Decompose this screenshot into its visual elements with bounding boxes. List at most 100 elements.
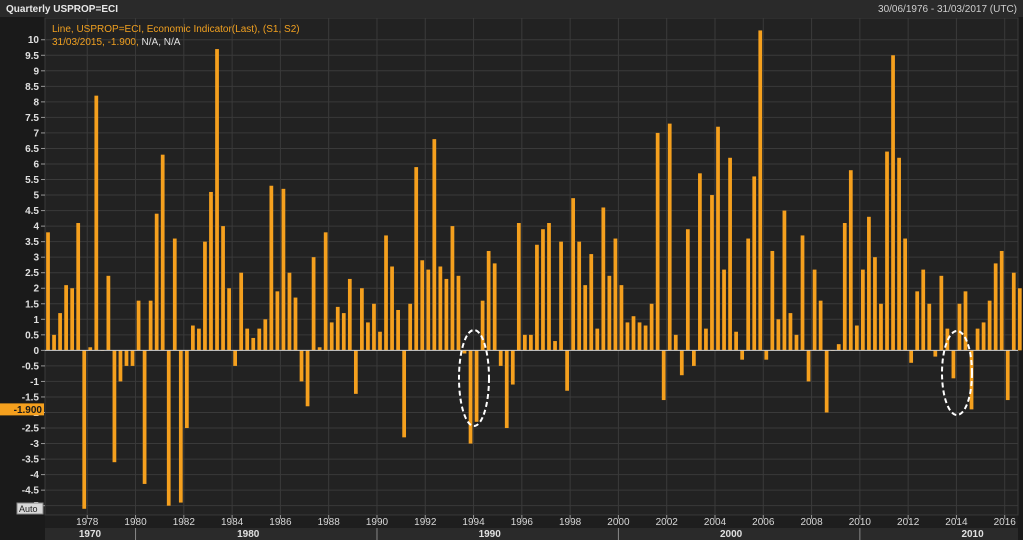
bars — [46, 30, 1022, 509]
bar — [70, 288, 75, 351]
bar — [746, 238, 751, 351]
bar — [963, 291, 968, 351]
bar — [957, 303, 962, 351]
bar — [685, 229, 690, 351]
bar — [408, 303, 413, 351]
bar — [305, 350, 310, 407]
bar — [335, 306, 340, 351]
x-major-label: 1980 — [237, 529, 260, 540]
bar — [426, 269, 431, 351]
x-tick-label: 1988 — [318, 517, 341, 528]
bar — [993, 263, 998, 351]
legend-line-2: 31/03/2015, -1.900, N/A, N/A — [52, 37, 181, 48]
bar — [619, 285, 624, 351]
chart-title: Quarterly USPROP=ECI — [6, 4, 118, 15]
bar — [486, 250, 491, 351]
highlight-ellipse-2015 — [941, 330, 973, 416]
bar — [492, 263, 497, 351]
bar — [897, 157, 901, 351]
y-tick-label: -4.5 — [22, 486, 40, 497]
bar — [722, 269, 726, 351]
y-tick-label: 7.5 — [25, 113, 39, 124]
x-tick-label: 1984 — [221, 517, 244, 528]
y-tick-label: -3.5 — [22, 455, 40, 466]
bar — [420, 260, 425, 351]
bar — [46, 232, 50, 351]
bar — [607, 275, 612, 351]
bar — [166, 350, 171, 506]
y-tick-label: 2 — [33, 284, 39, 295]
bar — [752, 176, 757, 351]
bar — [734, 331, 738, 351]
plot-area — [44, 17, 1019, 516]
bar — [867, 216, 871, 351]
bar — [848, 170, 853, 351]
x-tick-label: 2006 — [752, 517, 775, 528]
bar — [142, 350, 147, 484]
y-tick-label: -0.5 — [22, 361, 40, 372]
bar — [378, 331, 382, 351]
bar — [770, 250, 775, 351]
x-axis-band — [45, 516, 1018, 528]
bar — [106, 275, 111, 351]
bar — [360, 288, 364, 351]
bar — [474, 350, 479, 422]
bar — [366, 322, 370, 351]
x-tick-label: 2010 — [849, 517, 872, 528]
bar — [462, 350, 467, 354]
x-tick-label: 1992 — [414, 517, 437, 528]
bar — [414, 167, 419, 351]
bar — [317, 347, 322, 351]
auto-button[interactable] — [16, 502, 44, 515]
bar — [160, 154, 165, 351]
bar — [130, 350, 135, 366]
bar — [154, 213, 159, 351]
bar — [275, 291, 280, 351]
bar — [595, 328, 600, 351]
bar — [776, 319, 781, 351]
bar — [655, 132, 660, 351]
bar — [263, 319, 268, 351]
bar — [396, 309, 400, 351]
bar — [547, 223, 551, 351]
bar — [927, 303, 932, 351]
bar — [969, 350, 974, 410]
bar — [215, 49, 219, 351]
x-tick-label: 1998 — [559, 517, 582, 528]
y-tick-label: 7 — [33, 128, 39, 139]
bar — [88, 347, 93, 351]
bar — [516, 223, 521, 351]
bar — [836, 344, 841, 351]
bar — [287, 272, 292, 351]
bar — [649, 303, 654, 351]
bar — [432, 139, 437, 351]
bar — [782, 210, 787, 351]
y-tick-label: 5 — [33, 191, 39, 202]
bar — [631, 316, 636, 351]
bar — [667, 123, 672, 351]
bar — [522, 334, 527, 351]
x-tick-label: 2014 — [945, 517, 968, 528]
gridlines — [45, 18, 1018, 515]
bar — [981, 322, 986, 351]
bar — [209, 191, 213, 351]
y-tick-label: 8.5 — [25, 82, 39, 93]
bar — [293, 297, 298, 351]
bar — [535, 244, 539, 351]
bar — [999, 250, 1004, 351]
bar — [625, 322, 630, 351]
bar — [601, 207, 606, 351]
bar — [879, 303, 883, 351]
bar — [94, 95, 99, 351]
bar — [82, 350, 87, 509]
bar — [583, 285, 588, 351]
x-axis: 1978 1980 1982 1984 1986 1988 1990 1992 1994 1996… — [76, 515, 1016, 540]
bar — [52, 334, 56, 351]
x-axis-major-band — [45, 528, 1018, 540]
bar — [987, 300, 992, 351]
bar — [221, 226, 225, 351]
bar — [740, 350, 745, 360]
y-tick-label: 3 — [33, 253, 39, 264]
bar — [673, 334, 678, 351]
bar — [197, 328, 201, 351]
